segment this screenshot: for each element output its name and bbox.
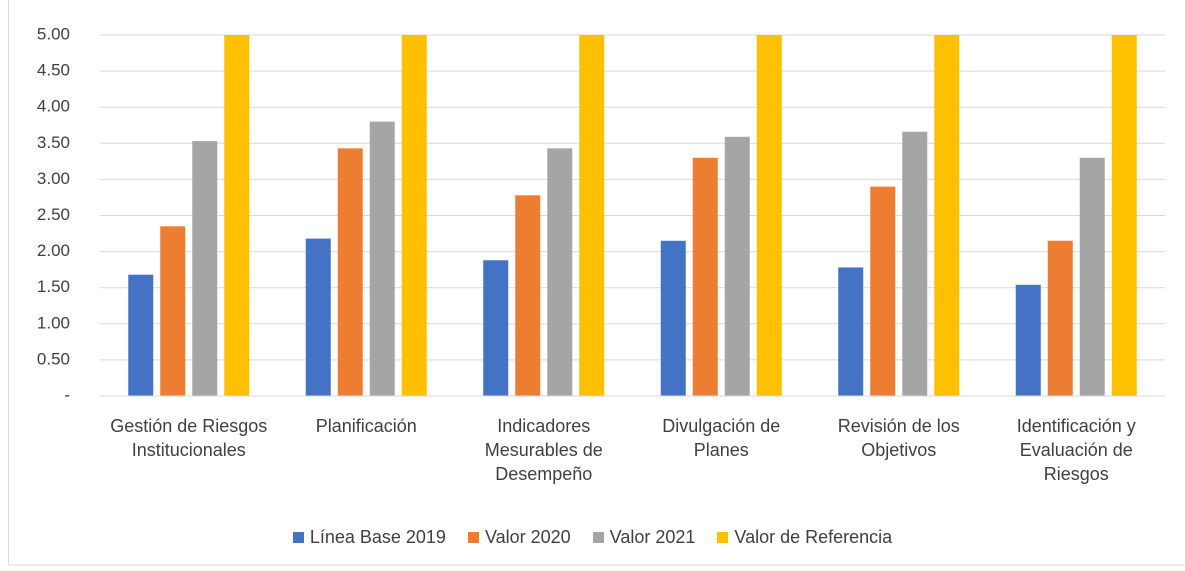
bar <box>483 260 509 396</box>
x-tick-label: Indicadores Mesurables de Desempeño <box>484 416 603 484</box>
legend-label: Valor de Referencia <box>734 527 893 547</box>
bar <box>692 157 718 396</box>
bar <box>401 35 427 396</box>
legend-item: Valor de Referencia <box>717 527 892 548</box>
legend-swatch <box>467 532 479 543</box>
legend-swatch <box>717 532 729 543</box>
legend-label: Valor 2021 <box>609 527 696 547</box>
bar <box>870 186 896 396</box>
legend-item: Línea Base 2019 <box>292 527 446 548</box>
bar <box>1079 157 1105 396</box>
x-tick-label: Gestión de Riesgos Institucionales <box>110 416 268 460</box>
bar <box>838 267 864 396</box>
legend-item: Valor 2021 <box>592 527 696 548</box>
y-tick-label: 3.00 <box>37 169 70 188</box>
bar <box>1047 240 1073 396</box>
x-tick-label: Divulgación de Planes <box>662 416 781 460</box>
bar <box>224 35 250 396</box>
legend-swatch <box>292 532 304 543</box>
legend-label: Línea Base 2019 <box>309 527 446 547</box>
bar <box>305 238 331 396</box>
y-tick-label: 1.50 <box>37 277 70 296</box>
y-tick-label: 0.50 <box>37 349 70 368</box>
bar <box>1015 284 1041 396</box>
bar <box>1111 35 1137 396</box>
legend-swatch <box>592 532 604 543</box>
bar <box>547 148 573 396</box>
bar <box>192 141 218 396</box>
y-tick-label: 4.50 <box>37 61 70 80</box>
y-tick-label: - <box>64 385 70 404</box>
bar <box>337 148 363 396</box>
y-tick-label: 1.00 <box>37 313 70 332</box>
x-tick-label: Planificación <box>315 416 417 436</box>
y-tick-label: 2.50 <box>37 205 70 224</box>
bar <box>160 226 186 396</box>
y-tick-label: 2.00 <box>37 241 70 260</box>
chart-border <box>8 0 1185 566</box>
legend-item: Valor 2020 <box>467 527 571 548</box>
bar <box>128 274 154 396</box>
bar <box>902 131 928 397</box>
legend: Línea Base 2019 Valor 2020 Valor 2021 Valor… <box>0 527 1185 548</box>
bar <box>579 35 605 396</box>
y-tick-label: 5.00 <box>37 24 70 43</box>
bar <box>660 240 686 396</box>
bar <box>934 35 960 396</box>
y-tick-label: 3.50 <box>37 133 70 152</box>
bar <box>756 35 782 396</box>
bar <box>515 195 541 396</box>
x-tick-label: Revisión de los Objetivos <box>837 416 960 460</box>
legend-label: Valor 2020 <box>484 527 571 547</box>
bar <box>369 121 395 396</box>
x-tick-label: Identificación y Evaluación de Riesgos <box>1016 416 1136 484</box>
y-tick-label: 4.00 <box>37 97 70 116</box>
bar <box>724 136 750 396</box>
